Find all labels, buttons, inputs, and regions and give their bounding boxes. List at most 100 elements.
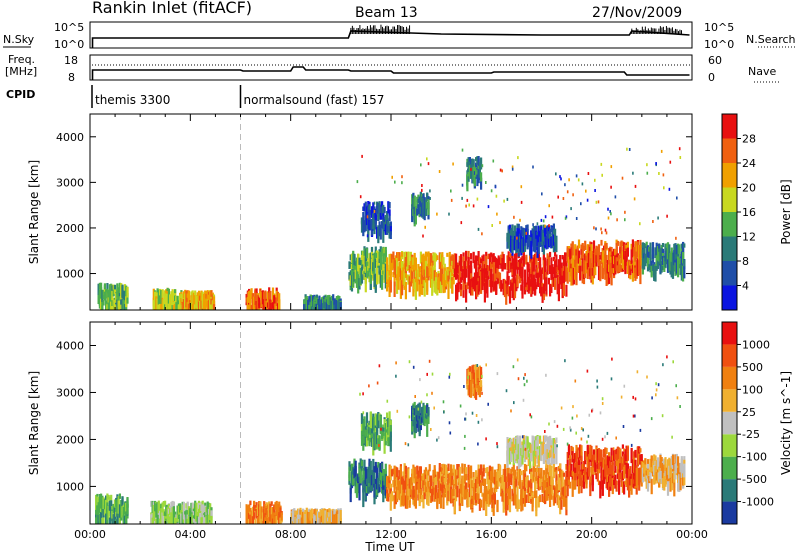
colorbar-swatch [722,261,737,286]
heatmap-cell [589,414,591,417]
heatmap-cell [463,385,465,388]
heatmap-cell [623,448,625,451]
heatmap-cell [103,300,105,306]
heatmap-cell [426,373,428,376]
heatmap-cell [559,464,561,469]
heatmap-cell [465,474,467,481]
heatmap-cell [480,380,482,387]
heatmap-cell [395,375,397,378]
heatmap-cell [626,148,628,151]
heatmap-cell [461,221,463,224]
heatmap-cell [394,282,396,298]
heatmap-cell [390,226,392,231]
heatmap-cell [555,447,557,464]
heatmap-cell [517,358,519,361]
heatmap-cell [415,258,417,271]
heatmap-cell [592,475,594,492]
heatmap-cell [480,500,482,508]
heatmap-cell [598,200,600,203]
heatmap-cell [453,280,455,284]
heatmap-cell [480,158,482,170]
heatmap-cell [606,243,608,249]
heatmap-cell [436,213,438,216]
heatmap-cell [616,218,618,221]
heatmap-cell [365,430,367,435]
heatmap-cell [600,240,602,246]
heatmap-cell [430,428,432,431]
heatmap-cell [581,427,583,430]
heatmap-cell [576,217,578,220]
heatmap-cell [624,385,626,388]
heatmap-cell [621,396,623,399]
heatmap-cell [545,277,547,294]
heatmap-cell [371,433,373,437]
heatmap-cell [606,231,608,234]
heatmap-cell [429,464,431,471]
nave-label: Nave [748,65,776,78]
heatmap-cell [468,204,470,207]
heatmap-cell [572,417,574,420]
heatmap-cell [401,252,403,257]
heatmap-cell [461,463,463,473]
heatmap-cell [481,392,483,395]
heatmap-cell [632,396,634,399]
data-region [642,242,686,282]
heatmap-cell [563,473,565,477]
heatmap-cell [555,467,557,482]
heatmap-cell [467,199,469,202]
freq-panel-frame [90,55,692,80]
heatmap-cell [637,370,639,373]
heatmap-cell [495,185,497,188]
heatmap-cell [651,479,653,494]
heatmap-cell [497,372,499,375]
heatmap-cell [360,469,362,484]
heatmap-cell [647,172,649,175]
heatmap-cell [424,226,426,229]
heatmap-cell [496,442,498,445]
heatmap-cell [483,468,485,477]
colorbar-swatch [722,286,737,311]
heatmap-cell [114,285,116,290]
heatmap-cell [491,189,493,192]
heatmap-cell [366,248,368,258]
heatmap-cell [680,156,682,159]
heatmap-cell [470,466,472,479]
heatmap-cell [545,215,547,218]
heatmap-cell [611,165,613,168]
heatmap-cell [521,185,523,188]
heatmap-cell [526,232,528,235]
heatmap-cell [447,464,449,471]
heatmap-cell [624,211,626,214]
heatmap-cell [394,181,396,184]
heatmap-cell [469,366,471,372]
heatmap-cell [491,224,493,227]
heatmap-cell [429,197,431,200]
freq-tick-bottom: 8 [68,71,75,84]
heatmap-cell [622,177,624,180]
data-region [348,246,387,293]
heatmap-cell [421,401,423,404]
heatmap-cell [591,410,593,413]
colorbar-swatch [722,139,737,164]
heatmap-cell [508,276,510,285]
heatmap-cell [476,414,478,417]
data-region [411,192,430,227]
heatmap-cell [589,481,591,496]
heatmap-cell [443,411,445,414]
station-title: Rankin Inlet (fitACF) [92,0,252,17]
heatmap-cell [254,519,256,533]
heatmap-cell [391,176,393,179]
heatmap-cell [174,289,176,293]
heatmap-cell [367,215,369,218]
heatmap-cell [524,383,526,386]
heatmap-cell [460,405,462,408]
data-region [567,239,643,286]
heatmap-cell [563,197,565,200]
data-region [386,251,455,300]
data-region [454,251,568,305]
heatmap-cell [587,199,589,202]
nsearch-tick-top: 10^5 [704,21,734,34]
heatmap-cell [585,190,587,193]
heatmap-cell [357,180,359,183]
heatmap-cell [598,469,600,473]
